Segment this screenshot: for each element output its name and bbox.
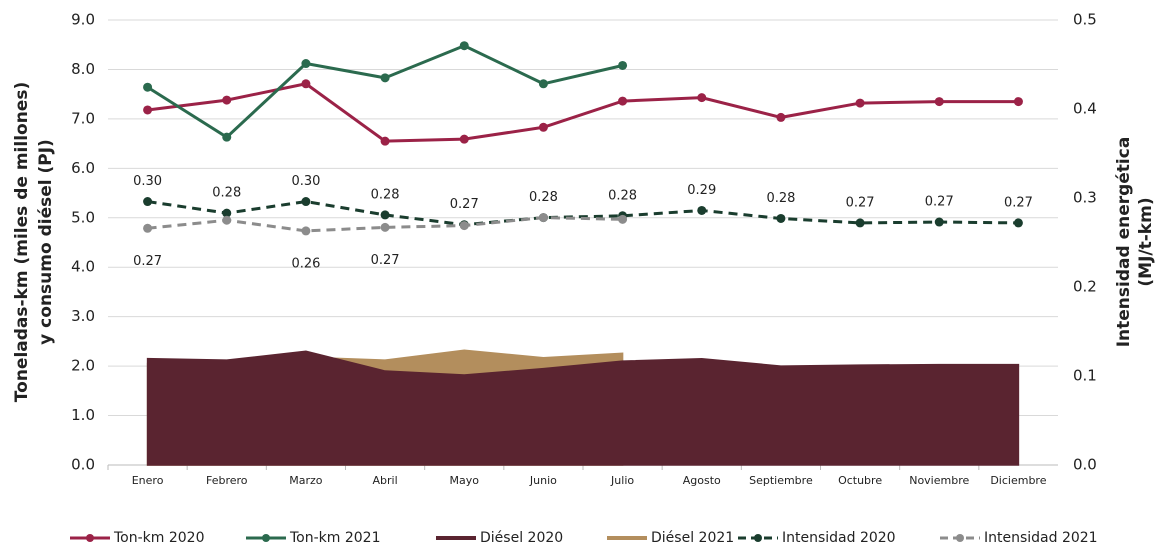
point: [380, 73, 390, 83]
data-label: 0.29: [687, 183, 716, 198]
point: [143, 82, 153, 92]
legend-marker: [262, 534, 270, 542]
y-tick-label: 3.0: [71, 307, 95, 325]
line: [147, 200, 1019, 227]
y-tick-label: 8.0: [71, 60, 95, 78]
data-label: 0.27: [1004, 195, 1033, 210]
y-tick-label: 2.0: [71, 357, 95, 375]
legend-label: Intensidad 2021: [984, 530, 1098, 546]
point: [618, 60, 628, 70]
y2-axis-title: Intensidad energética: [1114, 137, 1134, 348]
point: [222, 132, 232, 142]
legend-marker: [86, 534, 94, 542]
point: [222, 215, 232, 225]
x-tick-label: Enero: [132, 474, 164, 487]
point: [538, 213, 548, 223]
y-tick-label: 0.0: [71, 456, 95, 474]
y-tick-label: 7.0: [71, 109, 95, 127]
data-label: 0.28: [608, 188, 637, 203]
y2-axis-title: (MJ/t-km): [1136, 197, 1156, 286]
x-tick-label: Mayo: [450, 474, 480, 487]
point: [934, 217, 944, 227]
y-tick-label: 1.0: [71, 406, 95, 424]
x-tick-label: Marzo: [289, 474, 323, 487]
y-axis-title: Toneladas-km (miles de millones): [12, 82, 32, 402]
point: [618, 96, 628, 106]
x-tick-label: Septiembre: [749, 474, 813, 487]
legend-label: Intensidad 2020: [782, 530, 896, 546]
point: [380, 222, 390, 232]
y2-tick-label: 0.4: [1073, 100, 1097, 118]
data-label: 0.28: [371, 187, 400, 202]
point: [855, 98, 865, 108]
point: [697, 93, 707, 103]
data-label: 0.28: [529, 190, 558, 205]
point: [380, 136, 390, 146]
point: [776, 112, 786, 122]
point: [380, 210, 390, 220]
x-tick-label: Julio: [610, 474, 634, 487]
point: [459, 221, 469, 231]
y2-tick-label: 0.1: [1073, 367, 1097, 385]
data-label: 0.28: [212, 186, 241, 201]
point: [301, 79, 311, 89]
point: [143, 197, 153, 207]
x-tick-label: Febrero: [206, 474, 248, 487]
area: [146, 350, 1020, 466]
point: [222, 208, 232, 218]
point: [538, 79, 548, 89]
y2-tick-label: 0.5: [1073, 11, 1097, 29]
y-axis-title: y consumo diésel (PJ): [36, 139, 56, 345]
y2-tick-label: 0.3: [1073, 189, 1097, 207]
legend-marker: [754, 534, 762, 542]
data-label: 0.27: [450, 197, 479, 212]
point: [1013, 218, 1023, 228]
y-tick-label: 5.0: [71, 208, 95, 226]
x-tick-label: Diciembre: [990, 474, 1046, 487]
point: [301, 197, 311, 207]
y2-tick-label: 0.0: [1073, 456, 1097, 474]
point: [301, 59, 311, 69]
point: [776, 213, 786, 223]
point: [301, 226, 311, 236]
x-tick-label: Octubre: [838, 474, 882, 487]
data-label: 0.30: [133, 174, 162, 189]
point: [697, 205, 707, 215]
point: [459, 134, 469, 144]
legend-label: Ton-km 2021: [289, 530, 381, 546]
y-tick-label: 9.0: [71, 11, 95, 29]
data-label: 0.27: [846, 195, 875, 210]
legend-label: Ton-km 2020: [113, 530, 205, 546]
point: [143, 223, 153, 233]
data-label: 0.27: [925, 195, 954, 210]
legend-label: Diésel 2021: [651, 530, 734, 546]
line: [147, 82, 1019, 143]
data-label: 0.27: [133, 254, 162, 269]
y-tick-label: 6.0: [71, 159, 95, 177]
point: [538, 122, 548, 132]
legend-marker: [956, 534, 964, 542]
point: [459, 41, 469, 51]
legend-label: Diésel 2020: [480, 530, 563, 546]
point: [934, 97, 944, 107]
x-tick-label: Junio: [529, 474, 557, 487]
point: [618, 214, 628, 224]
point: [855, 218, 865, 228]
x-tick-label: Agosto: [683, 474, 721, 487]
data-label: 0.26: [291, 256, 320, 271]
point: [143, 105, 153, 115]
point: [1013, 97, 1023, 107]
point: [222, 95, 232, 105]
x-tick-label: Noviembre: [909, 474, 969, 487]
y-tick-label: 4.0: [71, 258, 95, 276]
y2-tick-label: 0.2: [1073, 278, 1097, 296]
data-label: 0.28: [766, 191, 795, 206]
x-tick-label: Abril: [373, 474, 398, 487]
data-label: 0.27: [371, 253, 400, 268]
data-label: 0.30: [291, 174, 320, 189]
